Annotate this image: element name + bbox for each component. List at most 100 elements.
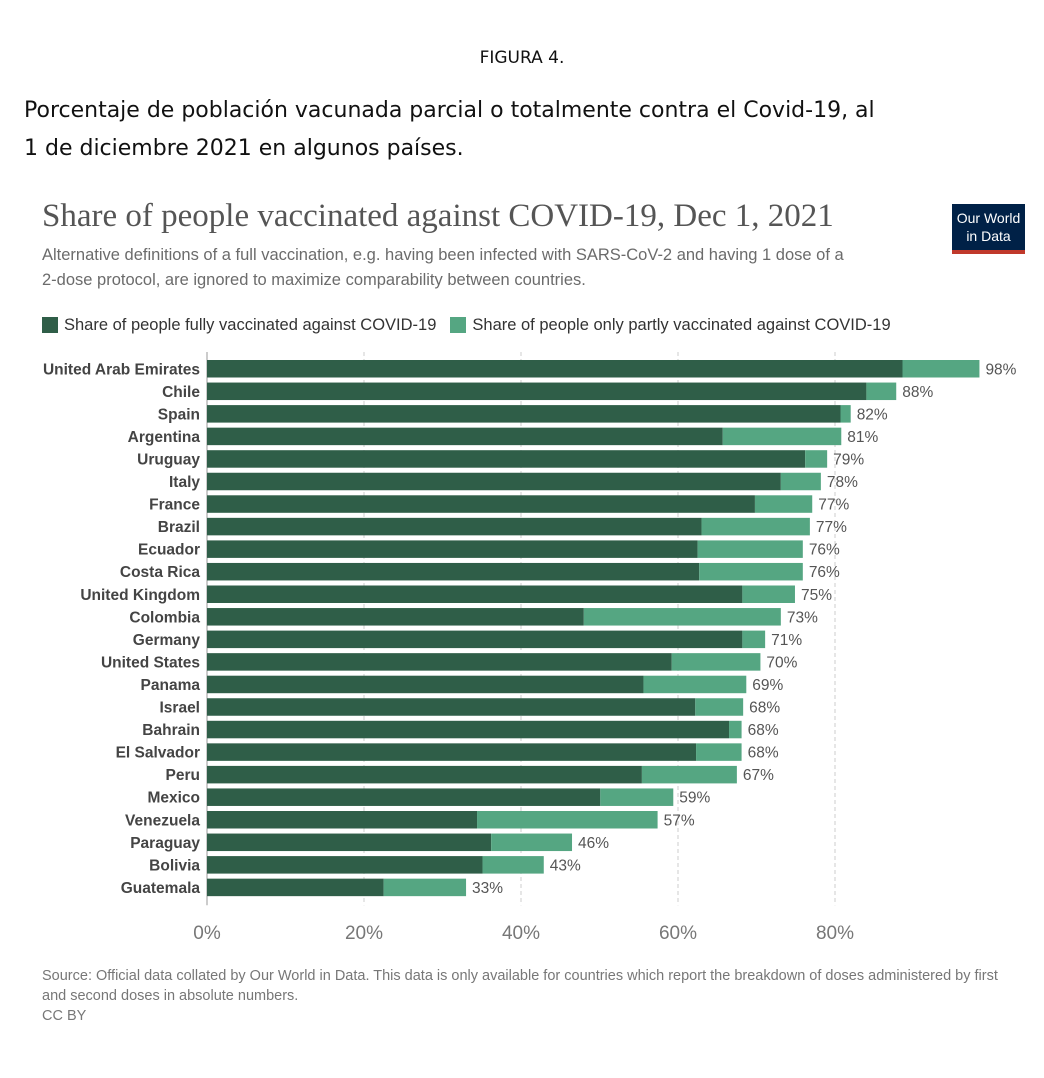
total-value-label: 82%: [857, 406, 888, 423]
legend-swatch-fully: [42, 317, 58, 333]
x-tick-label: 40%: [502, 923, 540, 944]
category-label: Mexico: [147, 790, 200, 807]
logo-line-1: Our World: [956, 210, 1021, 226]
category-label: Argentina: [128, 429, 201, 446]
legend-label-fully: Share of people fully vaccinated against…: [64, 315, 437, 334]
bar-partly: [600, 788, 674, 806]
bar-partly: [643, 675, 747, 694]
category-label: Paraguay: [130, 835, 200, 852]
category-label: Germany: [133, 632, 201, 649]
bar-fully: [207, 878, 384, 897]
bar-fully: [207, 382, 867, 401]
bar-partly: [699, 562, 803, 581]
bar-fully: [207, 562, 700, 581]
total-value-label: 68%: [748, 722, 779, 739]
bar-fully: [207, 811, 478, 829]
total-value-label: 78%: [827, 474, 858, 491]
category-label: Bolivia: [149, 857, 200, 874]
category-label: Spain: [158, 406, 200, 423]
bar-fully: [207, 788, 601, 806]
legend-item-fully[interactable]: Share of people fully vaccinated against…: [42, 316, 436, 335]
bar-partly: [742, 585, 795, 603]
figure-title: Porcentaje de población vacunada parcial…: [24, 92, 984, 168]
bar-partly: [696, 743, 742, 761]
bar-partly: [671, 653, 761, 671]
chart-subtitle-line-2: 2-dose protocol, are ignored to maximize…: [42, 271, 586, 289]
bar-fully: [207, 856, 483, 874]
bar-partly: [701, 517, 810, 536]
total-value-label: 81%: [847, 429, 878, 446]
total-value-label: 68%: [749, 700, 780, 717]
category-label: Italy: [169, 474, 200, 491]
category-label: Israel: [159, 700, 200, 717]
category-label: Bahrain: [142, 722, 200, 739]
legend-swatch-partly: [450, 317, 467, 333]
figure-title-line-2: 1 de diciembre 2021 en algunos países.: [24, 136, 464, 161]
category-label: El Salvador: [116, 745, 200, 762]
logo-line-2: in Data: [966, 228, 1011, 244]
chart-legend: Share of people fully vaccinated against…: [42, 314, 905, 336]
chart-footer: Source: Official data collated by Our Wo…: [42, 966, 1002, 1026]
bar-fully: [207, 495, 755, 513]
bar-fully: [207, 630, 743, 649]
total-value-label: 77%: [818, 497, 849, 514]
license-note: CC BY: [42, 1008, 87, 1024]
bar-partly: [695, 698, 744, 716]
bar-fully: [207, 360, 903, 378]
category-label: Panama: [141, 677, 201, 694]
bar-partly: [383, 878, 467, 897]
bar-fully: [207, 517, 702, 536]
bar-fully: [207, 743, 697, 761]
bar-fully: [207, 720, 730, 739]
bar-partly: [491, 833, 573, 852]
category-label: Ecuador: [138, 542, 200, 559]
total-value-label: 98%: [985, 361, 1016, 378]
x-tick-label: 0%: [193, 923, 221, 944]
bar-chart: United Arab Emirates 98% Chile 88% Spain 82% A…: [43, 352, 1017, 944]
total-value-label: 57%: [664, 812, 695, 829]
bar-partly: [482, 856, 544, 874]
bar-partly: [866, 382, 897, 401]
category-label: Costa Rica: [120, 564, 200, 581]
legend-label-partly: Share of people only partly vaccinated a…: [472, 315, 891, 334]
total-value-label: 67%: [743, 767, 774, 784]
total-value-label: 77%: [816, 519, 847, 536]
bar-partly: [641, 765, 737, 784]
bar-fully: [207, 540, 698, 558]
total-value-label: 75%: [801, 587, 832, 604]
figure-label: FIGURA 4.: [479, 48, 565, 68]
bar-partly: [840, 405, 851, 423]
bar-partly: [754, 495, 813, 513]
source-note: Source: Official data collated by Our Wo…: [42, 968, 998, 1004]
chart-title: Share of people vaccinated against COVID…: [42, 198, 834, 234]
category-label: Brazil: [158, 519, 200, 536]
total-value-label: 46%: [578, 835, 609, 852]
bar-fully: [207, 427, 723, 446]
owid-logo[interactable]: Our World in Data: [952, 204, 1025, 254]
total-value-label: 79%: [833, 451, 864, 468]
bar-fully: [207, 608, 584, 626]
bar-partly: [805, 450, 828, 468]
category-label: United Arab Emirates: [43, 361, 200, 378]
x-tick-label: 80%: [816, 923, 854, 944]
bar-fully: [207, 675, 644, 694]
total-value-label: 70%: [766, 654, 797, 671]
total-value-label: 76%: [809, 564, 840, 581]
bar-partly: [902, 360, 980, 378]
total-value-label: 59%: [679, 790, 710, 807]
bar-partly: [780, 472, 821, 491]
total-value-label: 76%: [809, 542, 840, 559]
bar-fully: [207, 698, 696, 716]
bar-partly: [697, 540, 803, 558]
category-label: United States: [101, 654, 200, 671]
category-label: United Kingdom: [80, 587, 200, 604]
legend-item-partly[interactable]: Share of people only partly vaccinated a…: [450, 315, 891, 335]
bar-fully: [207, 405, 841, 423]
category-label: Peru: [166, 767, 200, 784]
figure-title-line-1: Porcentaje de población vacunada parcial…: [24, 98, 875, 123]
category-label: Guatemala: [121, 880, 201, 897]
category-label: Venezuela: [125, 812, 200, 829]
bar-fully: [207, 765, 642, 784]
total-value-label: 71%: [771, 632, 802, 649]
category-label: France: [149, 497, 200, 514]
